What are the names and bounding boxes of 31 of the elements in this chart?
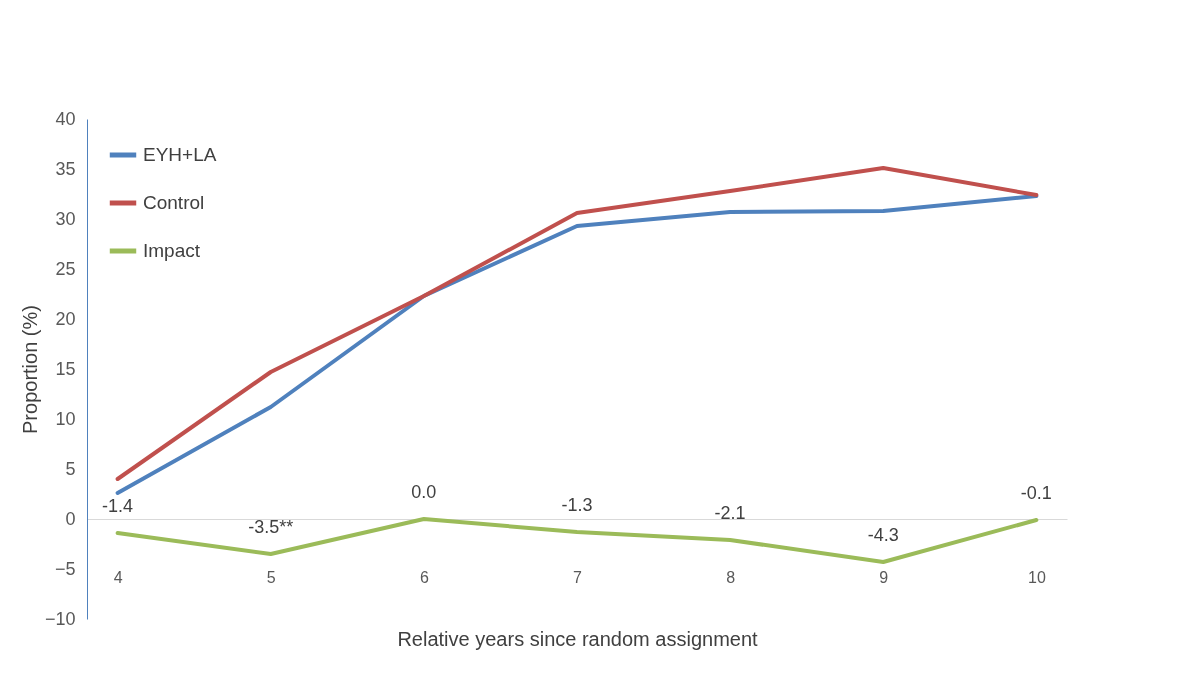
y-tick-label: −10 <box>44 608 76 629</box>
x-tick-label: 9 <box>879 568 889 586</box>
data-label: -3.5** <box>248 517 294 537</box>
x-tick-label: 4 <box>113 568 123 586</box>
y-tick-label: 15 <box>55 358 76 379</box>
legend-label: Impact <box>143 240 201 261</box>
x-axis-title: Relative years since random assignment <box>397 627 759 650</box>
x-tick-label: 5 <box>266 568 276 586</box>
x-tick-label: 10 <box>1027 568 1046 586</box>
line-series <box>115 517 1039 564</box>
y-tick-label: 40 <box>55 108 76 129</box>
y-tick-label: 0 <box>65 508 76 529</box>
data-label: -4.3 <box>867 525 899 545</box>
y-tick-label: 30 <box>55 208 76 229</box>
y-tick-label: 25 <box>55 258 76 279</box>
y-axis-title: Proportion (%) <box>18 305 41 434</box>
x-tick-label: 6 <box>419 568 429 586</box>
x-tick-label: 8 <box>726 568 736 586</box>
y-tick-label: 20 <box>55 308 76 329</box>
x-tick-label: 7 <box>573 568 583 586</box>
data-label: -1.3 <box>561 495 593 515</box>
y-tick-label: 5 <box>65 458 76 479</box>
y-tick-label: 10 <box>55 408 76 429</box>
legend-label: Control <box>143 192 205 213</box>
data-label: -0.1 <box>1020 483 1052 503</box>
data-label: -1.4 <box>102 496 134 516</box>
y-tick-label: 35 <box>55 158 76 179</box>
data-label: 0.0 <box>411 482 437 502</box>
legend-label: EYH+LA <box>143 144 217 165</box>
y-tick-label: −5 <box>54 558 76 579</box>
data-label: -2.1 <box>714 503 746 523</box>
